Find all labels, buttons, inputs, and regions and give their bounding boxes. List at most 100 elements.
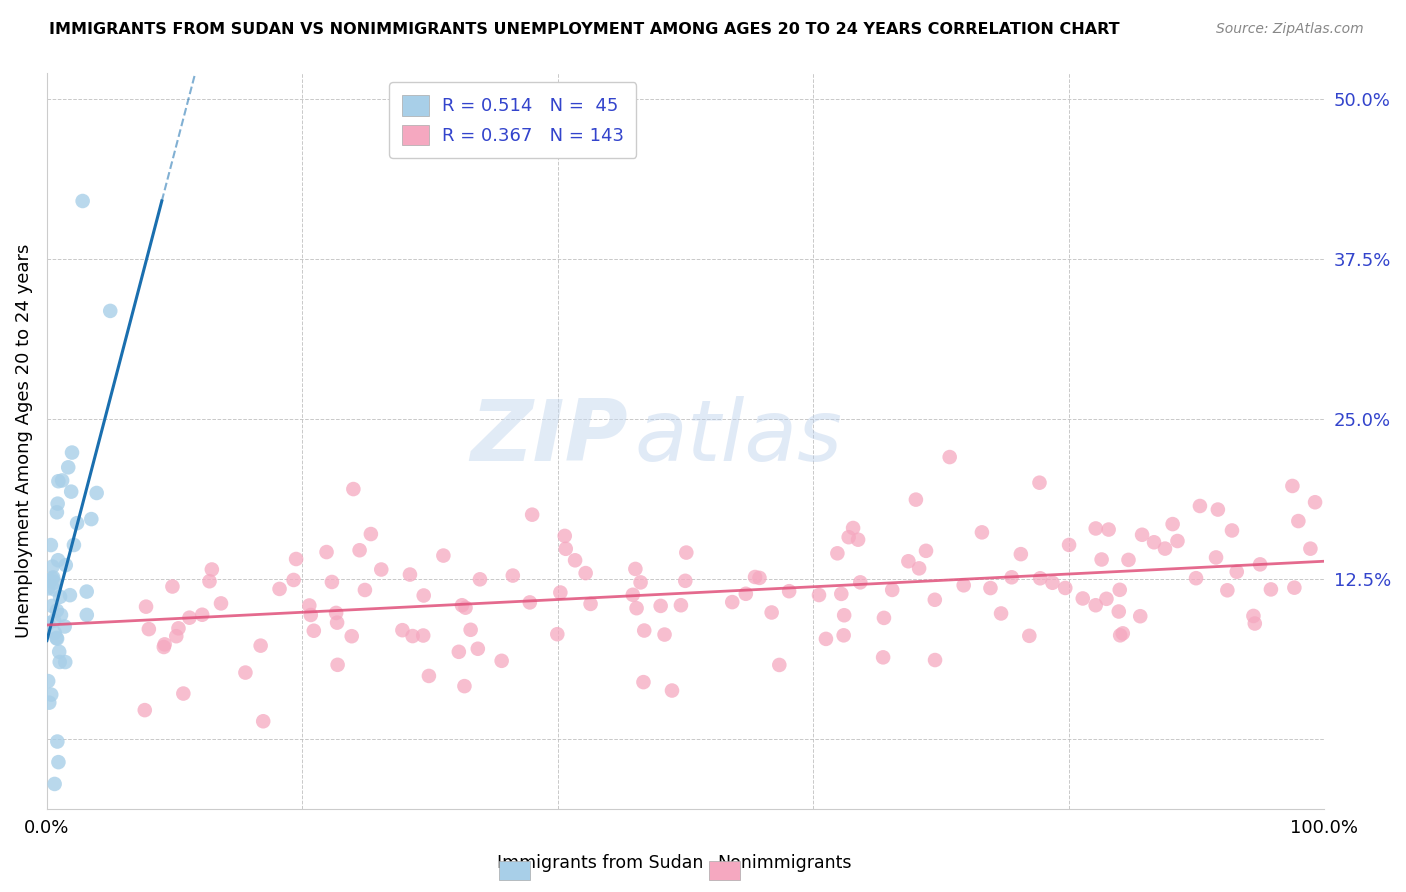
Point <box>191 607 214 622</box>
Point <box>86 486 108 500</box>
Point <box>1216 583 1239 598</box>
Point <box>46 734 69 748</box>
Point <box>198 574 221 589</box>
Point <box>249 639 271 653</box>
Point <box>39 688 62 702</box>
Point <box>1129 609 1152 624</box>
Point <box>554 541 576 556</box>
Point <box>924 592 946 607</box>
Point <box>412 628 434 642</box>
Point <box>235 665 257 680</box>
Point <box>460 623 482 637</box>
Point <box>60 445 83 459</box>
Point <box>1185 571 1208 585</box>
Point <box>44 575 66 590</box>
Point <box>675 545 697 559</box>
Point <box>650 599 672 613</box>
Point <box>48 474 70 488</box>
Point <box>1220 524 1243 538</box>
Point <box>904 492 927 507</box>
Point <box>45 505 67 519</box>
Point <box>621 588 644 602</box>
Point <box>1166 534 1188 549</box>
Point <box>252 714 274 729</box>
Point <box>298 599 321 613</box>
Point <box>564 553 586 567</box>
Point <box>849 575 872 590</box>
Point <box>165 629 187 643</box>
Point <box>153 640 176 654</box>
Point <box>1029 571 1052 585</box>
Point <box>1091 552 1114 566</box>
Point <box>827 546 849 560</box>
Point <box>550 585 572 599</box>
Point <box>41 599 63 613</box>
Point <box>454 600 477 615</box>
Point <box>979 581 1001 595</box>
Point <box>673 574 696 588</box>
Point <box>734 587 756 601</box>
Point <box>321 574 343 589</box>
Point <box>744 570 766 584</box>
Point <box>1206 502 1229 516</box>
Point <box>626 601 648 615</box>
Point <box>269 582 291 596</box>
Point <box>1286 514 1309 528</box>
Point <box>1010 547 1032 561</box>
Point <box>46 632 69 646</box>
Point <box>285 552 308 566</box>
Point <box>554 529 576 543</box>
Point <box>1303 495 1326 509</box>
Point <box>167 621 190 635</box>
Point <box>633 624 655 638</box>
Point <box>808 588 831 602</box>
Point <box>1057 538 1080 552</box>
Point <box>1161 517 1184 532</box>
Point <box>654 627 676 641</box>
Point <box>162 580 184 594</box>
Point <box>1098 523 1121 537</box>
Point <box>45 631 67 645</box>
Point <box>924 653 946 667</box>
Point <box>1109 628 1132 642</box>
Point <box>340 629 363 643</box>
Point <box>66 516 89 530</box>
Point <box>153 637 176 651</box>
Point <box>491 654 513 668</box>
Point <box>1071 591 1094 606</box>
Text: atlas: atlas <box>634 396 842 479</box>
Point <box>468 572 491 586</box>
Point <box>748 571 770 585</box>
Point <box>39 574 62 588</box>
Point <box>44 626 66 640</box>
Point <box>952 578 974 592</box>
Point <box>342 482 364 496</box>
Point <box>432 549 454 563</box>
Text: Source: ZipAtlas.com: Source: ZipAtlas.com <box>1216 22 1364 37</box>
Text: ZIP: ZIP <box>470 396 628 479</box>
Point <box>325 606 347 620</box>
Point <box>42 570 65 584</box>
Point <box>58 460 80 475</box>
Point <box>135 599 157 614</box>
Point <box>1042 575 1064 590</box>
Point <box>1095 591 1118 606</box>
Point <box>546 627 568 641</box>
Point <box>1118 553 1140 567</box>
Point <box>53 655 76 669</box>
Point <box>970 525 993 540</box>
Point <box>418 669 440 683</box>
Point <box>842 521 865 535</box>
Point <box>1084 599 1107 613</box>
Point <box>990 607 1012 621</box>
Point <box>49 590 72 604</box>
Text: IMMIGRANTS FROM SUDAN VS NONIMMIGRANTS UNEMPLOYMENT AMONG AGES 20 TO 24 YEARS CO: IMMIGRANTS FROM SUDAN VS NONIMMIGRANTS U… <box>49 22 1119 37</box>
Point <box>1241 609 1264 624</box>
Point <box>134 703 156 717</box>
Point <box>908 561 931 575</box>
Point <box>354 582 377 597</box>
Point <box>315 545 337 559</box>
Point <box>1281 479 1303 493</box>
Point <box>1108 582 1130 597</box>
Point <box>179 610 201 624</box>
